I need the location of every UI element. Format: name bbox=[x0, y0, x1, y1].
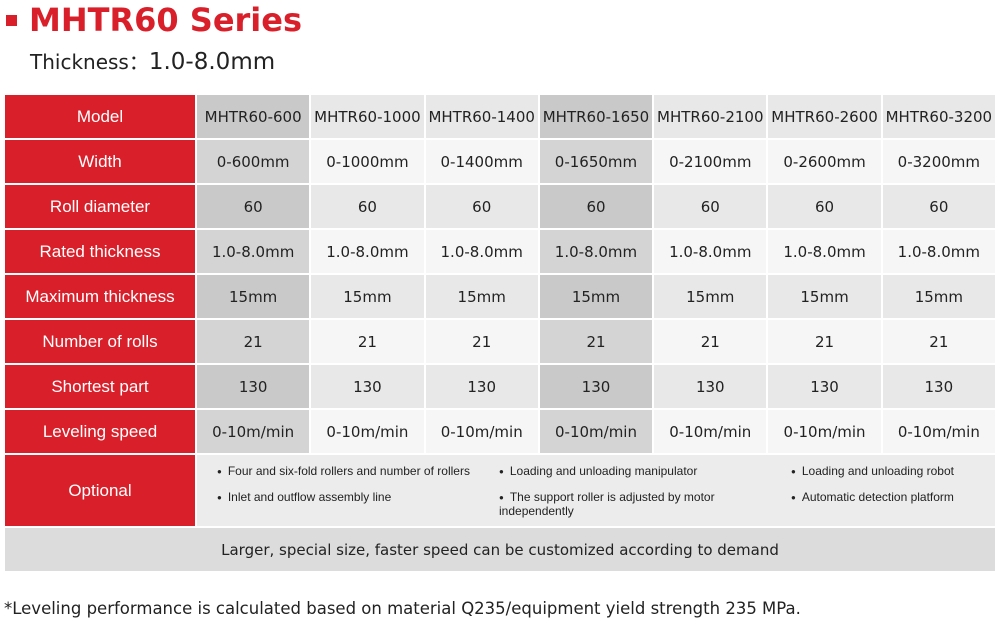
table-row: Roll diameter 60 60 60 60 60 60 60 bbox=[5, 185, 995, 228]
optional-item: The support roller is adjusted by motor … bbox=[499, 490, 791, 518]
cell: 15mm bbox=[311, 275, 424, 318]
cell: 0-10m/min bbox=[654, 410, 767, 453]
optional-item: Loading and unloading manipulator bbox=[499, 464, 791, 478]
cell: 130 bbox=[882, 365, 995, 408]
cell: 15mm bbox=[539, 275, 653, 318]
cell: 60 bbox=[768, 185, 881, 228]
subtitle-value: 1.0-8.0mm bbox=[148, 49, 276, 75]
cell: 21 bbox=[425, 320, 538, 363]
cell: 0-10m/min bbox=[882, 410, 995, 453]
cell: 0-1650mm bbox=[539, 140, 653, 183]
cell: MHTR60-600 bbox=[197, 95, 310, 138]
optional-item: Automatic detection platform bbox=[791, 490, 991, 518]
cell: 60 bbox=[882, 185, 995, 228]
note-row: Larger, special size, faster speed can b… bbox=[5, 528, 995, 571]
cell: 130 bbox=[539, 365, 653, 408]
cell: MHTR60-1400 bbox=[425, 95, 538, 138]
cell: 0-2100mm bbox=[654, 140, 767, 183]
cell: 60 bbox=[197, 185, 310, 228]
cell: MHTR60-1650 bbox=[539, 95, 653, 138]
spec-table: Model MHTR60-600 MHTR60-1000 MHTR60-1400 MHT… bbox=[3, 93, 997, 573]
cell: 21 bbox=[768, 320, 881, 363]
row-label: Width bbox=[5, 140, 195, 183]
cell: MHTR60-1000 bbox=[311, 95, 424, 138]
subtitle: Thickness：1.0-8.0mm bbox=[30, 46, 275, 75]
cell: 0-10m/min bbox=[539, 410, 653, 453]
optional-row: Optional Four and six-fold rollers and nu… bbox=[5, 455, 995, 526]
row-label: Rated thickness bbox=[5, 230, 195, 273]
cell: 130 bbox=[425, 365, 538, 408]
table-row: Model MHTR60-600 MHTR60-1000 MHTR60-1400 MHT… bbox=[5, 95, 995, 138]
cell: 130 bbox=[768, 365, 881, 408]
title-text: MHTR60 Series bbox=[29, 1, 303, 39]
cell: 1.0-8.0mm bbox=[539, 230, 653, 273]
optional-item: Loading and unloading robot bbox=[791, 464, 991, 478]
cell: 0-600mm bbox=[197, 140, 310, 183]
cell: 60 bbox=[311, 185, 424, 228]
cell: 15mm bbox=[882, 275, 995, 318]
cell: 0-2600mm bbox=[768, 140, 881, 183]
cell: MHTR60-3200 bbox=[882, 95, 995, 138]
cell: 1.0-8.0mm bbox=[311, 230, 424, 273]
subtitle-label: Thickness： bbox=[30, 50, 149, 74]
cell: MHTR60-2100 bbox=[654, 95, 767, 138]
table-row: Number of rolls 21 21 21 21 21 21 21 bbox=[5, 320, 995, 363]
cell: 60 bbox=[654, 185, 767, 228]
row-label: Leveling speed bbox=[5, 410, 195, 453]
cell: 15mm bbox=[654, 275, 767, 318]
cell: 21 bbox=[197, 320, 310, 363]
title: MHTR60 Series bbox=[6, 0, 302, 40]
cell: 21 bbox=[654, 320, 767, 363]
row-label: Maximum thickness bbox=[5, 275, 195, 318]
row-label: Optional bbox=[5, 455, 195, 526]
note: Larger, special size, faster speed can b… bbox=[5, 528, 995, 571]
row-label: Model bbox=[5, 95, 195, 138]
cell: 0-10m/min bbox=[311, 410, 424, 453]
optional-cell: Four and six-fold rollers and number of … bbox=[197, 455, 995, 526]
cell: 1.0-8.0mm bbox=[882, 230, 995, 273]
cell: 15mm bbox=[197, 275, 310, 318]
cell: 15mm bbox=[425, 275, 538, 318]
cell: 0-1000mm bbox=[311, 140, 424, 183]
optional-item: Four and six-fold rollers and number of … bbox=[217, 464, 499, 478]
cell: 15mm bbox=[768, 275, 881, 318]
cell: MHTR60-2600 bbox=[768, 95, 881, 138]
cell: 130 bbox=[197, 365, 310, 408]
cell: 1.0-8.0mm bbox=[197, 230, 310, 273]
cell: 21 bbox=[539, 320, 653, 363]
title-bullet bbox=[6, 14, 17, 26]
row-label: Number of rolls bbox=[5, 320, 195, 363]
cell: 1.0-8.0mm bbox=[425, 230, 538, 273]
cell: 60 bbox=[539, 185, 653, 228]
table-row: Leveling speed 0-10m/min 0-10m/min 0-10m/mi… bbox=[5, 410, 995, 453]
row-label: Roll diameter bbox=[5, 185, 195, 228]
cell: 1.0-8.0mm bbox=[768, 230, 881, 273]
cell: 0-10m/min bbox=[768, 410, 881, 453]
cell: 60 bbox=[425, 185, 538, 228]
table-row: Maximum thickness 15mm 15mm 15mm 15mm 15mm 15m… bbox=[5, 275, 995, 318]
cell: 21 bbox=[882, 320, 995, 363]
optional-list: Four and six-fold rollers and number of … bbox=[197, 464, 995, 518]
cell: 0-3200mm bbox=[882, 140, 995, 183]
footnote: *Leveling performance is calculated base… bbox=[4, 599, 801, 618]
cell: 130 bbox=[311, 365, 424, 408]
row-label: Shortest part bbox=[5, 365, 195, 408]
cell: 1.0-8.0mm bbox=[654, 230, 767, 273]
table-row: Width 0-600mm 0-1000mm 0-1400mm 0-1650mm 0-21… bbox=[5, 140, 995, 183]
cell: 0-10m/min bbox=[197, 410, 310, 453]
table-row: Shortest part 130 130 130 130 130 130 130 bbox=[5, 365, 995, 408]
cell: 130 bbox=[654, 365, 767, 408]
cell: 21 bbox=[311, 320, 424, 363]
optional-item: Inlet and outflow assembly line bbox=[217, 490, 499, 518]
cell: 0-1400mm bbox=[425, 140, 538, 183]
cell: 0-10m/min bbox=[425, 410, 538, 453]
table-row: Rated thickness 1.0-8.0mm 1.0-8.0mm 1.0-8.0… bbox=[5, 230, 995, 273]
